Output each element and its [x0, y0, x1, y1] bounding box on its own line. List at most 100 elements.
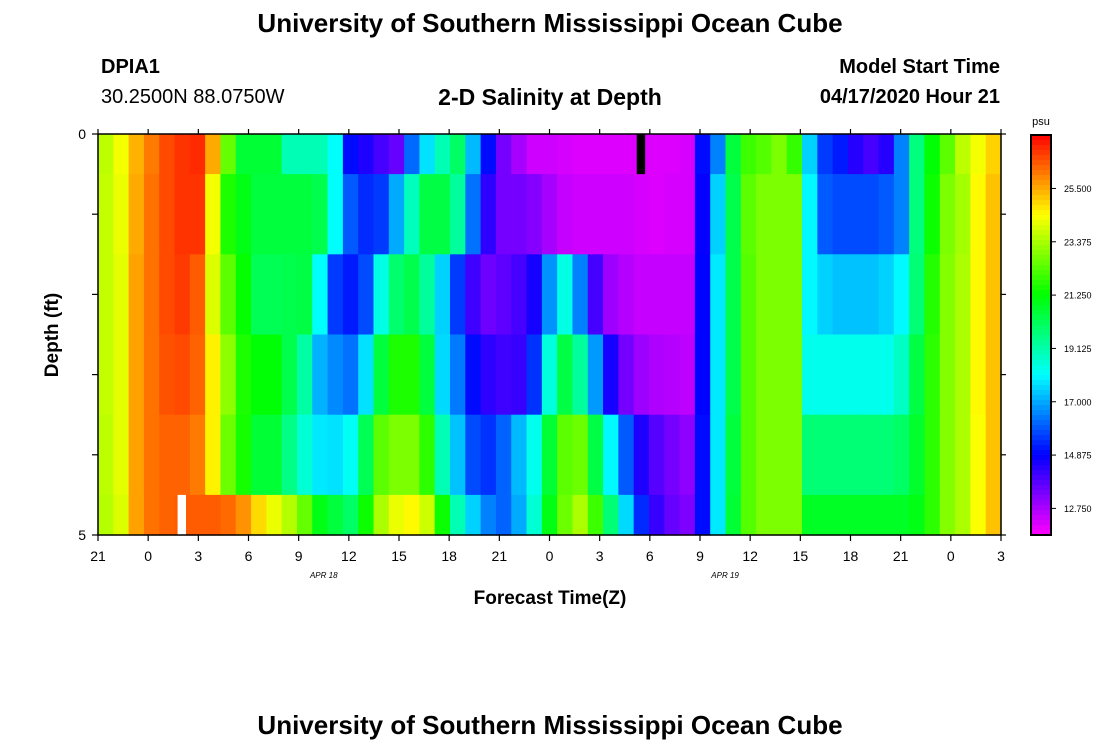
colorbar-segment	[1031, 460, 1051, 466]
heatmap-cell	[495, 334, 512, 416]
heatmap-cell	[587, 134, 604, 175]
heatmap-cell	[557, 334, 574, 416]
heatmap-cell	[572, 414, 589, 496]
heatmap-cell	[557, 254, 574, 336]
colorbar-segment	[1031, 390, 1051, 396]
colorbar-segment	[1031, 500, 1051, 506]
heatmap-cell	[756, 334, 773, 416]
heatmap-cell	[817, 334, 834, 416]
heatmap-cell	[113, 494, 130, 536]
heatmap-cell	[710, 134, 727, 175]
heatmap-cell	[955, 254, 971, 336]
heatmap-cell	[143, 174, 160, 255]
colorbar-segment	[1031, 340, 1051, 346]
heatmap-cell	[985, 414, 1002, 496]
heatmap-cell	[740, 414, 757, 496]
heatmap-cell	[98, 494, 114, 536]
heatmap-cell	[526, 334, 543, 416]
heatmap-cell	[802, 174, 818, 255]
heatmap-cell	[786, 334, 803, 416]
colorbar-segment	[1031, 410, 1051, 416]
heatmap-cell	[189, 494, 206, 536]
x-tick-label: 18	[441, 548, 457, 564]
heatmap-cell	[541, 134, 558, 175]
missing-data-mark	[177, 494, 187, 535]
heatmap-cell	[863, 414, 880, 496]
heatmap-cell	[541, 494, 558, 536]
station-coordinates: 30.2500N 88.0750W	[101, 86, 285, 108]
colorbar-segment	[1031, 375, 1051, 381]
heatmap-cell	[572, 254, 589, 336]
colorbar-segment	[1031, 315, 1051, 321]
heatmap-cell	[526, 174, 543, 255]
heatmap-cell	[679, 334, 696, 416]
heatmap-cell	[618, 134, 635, 175]
heatmap-cell	[434, 494, 451, 536]
heatmap-cell	[128, 334, 145, 416]
heatmap-cell	[802, 334, 818, 416]
heatmap-cell	[710, 174, 727, 255]
heatmap-cell	[863, 134, 880, 175]
heatmap-cell	[878, 134, 895, 175]
heatmap-cell	[847, 134, 864, 175]
heatmap-cell	[266, 134, 283, 175]
heatmap-cell	[434, 134, 451, 175]
x-tick-label: 6	[646, 548, 654, 564]
heatmap-cell	[725, 334, 742, 416]
heatmap-cell	[802, 414, 818, 496]
colorbar-segment	[1031, 220, 1051, 226]
heatmap-cell	[419, 334, 436, 416]
heatmap-cell	[557, 414, 574, 496]
heatmap-cell	[664, 494, 681, 536]
colorbar-segment	[1031, 480, 1051, 486]
x-tick-label: 0	[144, 548, 152, 564]
colorbar-segment	[1031, 225, 1051, 231]
x-tick-label: 3	[194, 548, 202, 564]
heatmap-cell	[205, 334, 222, 416]
heatmap-cell	[939, 254, 956, 336]
heatmap-cell	[603, 414, 619, 496]
heatmap-cell	[725, 254, 742, 336]
colorbar-segment	[1031, 135, 1051, 141]
heatmap-cell	[143, 254, 160, 336]
colorbar-segment	[1031, 245, 1051, 251]
heatmap-cell	[832, 494, 849, 536]
colorbar-segment	[1031, 435, 1051, 441]
heatmap-cell	[342, 254, 359, 336]
heatmap-cell	[342, 494, 359, 536]
heatmap-cell	[281, 414, 298, 496]
heatmap-cell	[587, 414, 604, 496]
heatmap-cell	[312, 254, 329, 336]
colorbar-segment	[1031, 275, 1051, 281]
heatmap-cell	[832, 174, 849, 255]
heatmap-cell	[480, 494, 497, 536]
colorbar-tick-label: 23.375	[1064, 237, 1092, 247]
heatmap-cell	[541, 414, 558, 496]
heatmap-cell	[205, 414, 222, 496]
heatmap-cell	[786, 494, 803, 536]
date-label: APR 19	[710, 571, 739, 580]
heatmap-cell	[327, 414, 344, 496]
colorbar-segment	[1031, 450, 1051, 456]
heatmap-cell	[725, 134, 742, 175]
heatmap-cell	[220, 134, 237, 175]
heatmap-cell	[863, 334, 880, 416]
colorbar-segment	[1031, 405, 1051, 411]
heatmap-cell	[113, 414, 130, 496]
heatmap-cell	[388, 334, 405, 416]
heatmap-cell	[373, 334, 390, 416]
x-tick-label: 3	[997, 548, 1005, 564]
heatmap-cell	[893, 134, 910, 175]
heatmap-cell	[128, 174, 145, 255]
heatmap-cell	[388, 254, 405, 336]
heatmap-cell	[648, 334, 665, 416]
heatmap-cell	[388, 174, 405, 255]
heatmap-cell	[648, 134, 665, 175]
heatmap-cell	[220, 174, 237, 255]
heatmap-cell	[679, 134, 696, 175]
heatmap-cell	[832, 254, 849, 336]
heatmap-cell	[603, 334, 619, 416]
colorbar-segment	[1031, 320, 1051, 326]
colorbar-segment	[1031, 250, 1051, 256]
heatmap-cell	[694, 414, 711, 496]
